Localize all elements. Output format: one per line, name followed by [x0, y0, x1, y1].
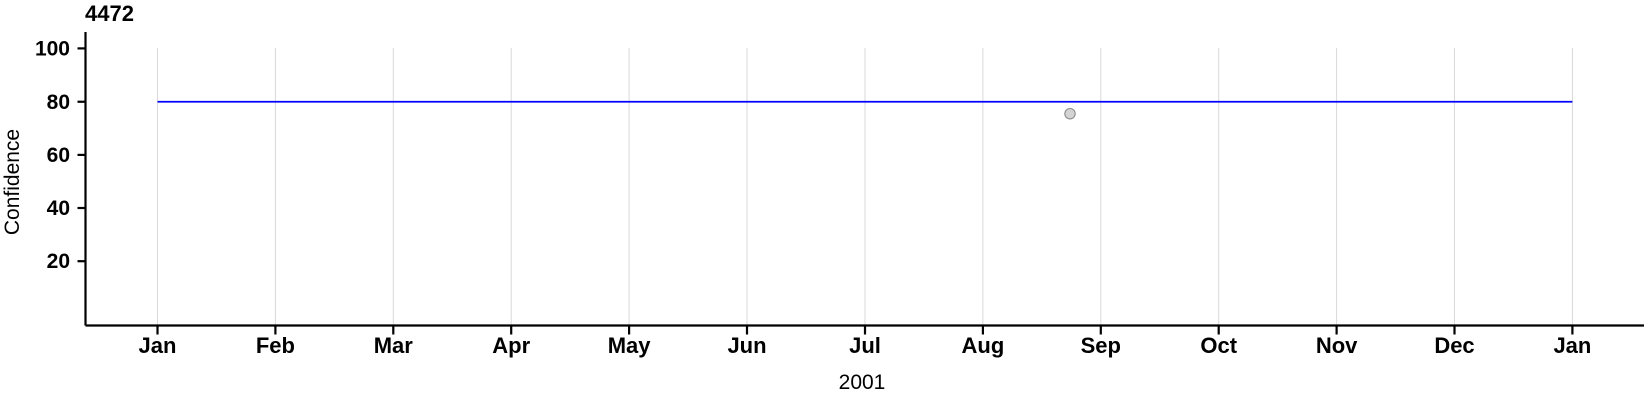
svg-text:Jun: Jun [727, 333, 766, 358]
svg-text:40: 40 [47, 197, 70, 220]
svg-text:May: May [608, 333, 652, 358]
svg-text:Nov: Nov [1316, 333, 1358, 358]
svg-text:20: 20 [47, 250, 70, 273]
svg-text:Dec: Dec [1434, 333, 1474, 358]
svg-text:80: 80 [47, 91, 70, 114]
svg-text:Jan: Jan [139, 333, 177, 358]
svg-text:Confidence: Confidence [1, 129, 24, 235]
svg-text:Aug: Aug [962, 333, 1005, 358]
svg-text:Jul: Jul [849, 333, 881, 358]
svg-text:Sep: Sep [1081, 333, 1121, 358]
svg-text:100: 100 [35, 38, 70, 61]
svg-text:Jan: Jan [1553, 333, 1591, 358]
svg-text:4472: 4472 [85, 1, 134, 26]
svg-text:Mar: Mar [374, 333, 414, 358]
svg-text:Oct: Oct [1200, 333, 1237, 358]
svg-text:60: 60 [47, 144, 70, 167]
svg-text:2001: 2001 [839, 371, 886, 394]
svg-text:Apr: Apr [492, 333, 530, 358]
svg-text:Feb: Feb [256, 333, 295, 358]
